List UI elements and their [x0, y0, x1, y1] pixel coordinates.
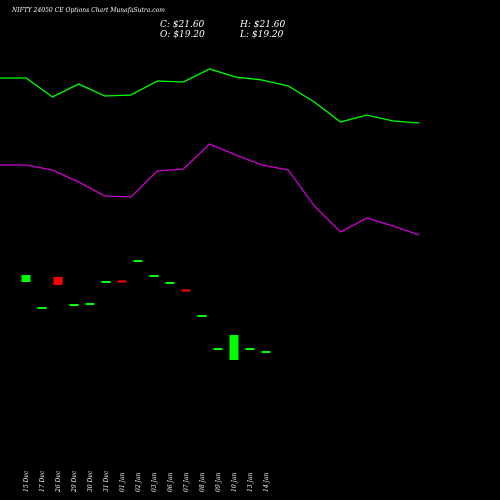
candle-body [117, 280, 127, 283]
ohlc-low: L: $19.20 [239, 30, 284, 40]
candle-body [197, 315, 207, 317]
x-tick-label: 09 Jan [215, 472, 222, 492]
candle-body [165, 282, 175, 284]
ohlc-close: C: $21.60 [160, 20, 205, 30]
candle-body [133, 260, 143, 262]
x-tick-label: 01 Jan [119, 472, 126, 492]
candle-body [85, 303, 95, 305]
indicator-line [0, 143, 420, 236]
ohlc-high: H: $21.60 [239, 20, 286, 30]
candle-body [101, 281, 111, 283]
x-tick-label: 03 Jan [151, 472, 158, 492]
candle-body [229, 335, 239, 360]
x-tick-label: 10 Jan [231, 472, 238, 492]
x-tick-label: 14 Jan [263, 472, 270, 492]
x-tick-label: 02 Jan [135, 472, 142, 492]
x-tick-label: 15 Dec [23, 470, 30, 492]
x-tick-label: 29 Dec [71, 470, 78, 493]
candle-body [69, 304, 79, 306]
x-tick-label: 26 Dec [55, 470, 62, 493]
candle-body [261, 351, 271, 353]
chart-title: NIFTY 24050 CE Options Chart MunafaSutra… [11, 7, 165, 14]
candle-body [37, 307, 47, 309]
candle-body [149, 275, 159, 277]
x-tick-label: 17 Dec [39, 470, 46, 492]
x-tick-label: 30 Dec [87, 470, 94, 492]
x-tick-label: 31 Dec [103, 470, 110, 492]
candle-body [181, 289, 191, 292]
x-tick-label: 13 Jan [247, 472, 254, 492]
indicator-line [0, 68, 420, 124]
ohlc-open: O: $19.20 [160, 30, 205, 40]
candle-body [53, 277, 63, 285]
x-tick-label: 07 Jan [183, 472, 190, 492]
x-tick-label: 08 Jan [199, 472, 206, 492]
candle-body [245, 348, 255, 350]
candle-body [213, 348, 223, 350]
x-tick-label: 06 Jan [167, 472, 174, 492]
candle-body [21, 275, 31, 282]
